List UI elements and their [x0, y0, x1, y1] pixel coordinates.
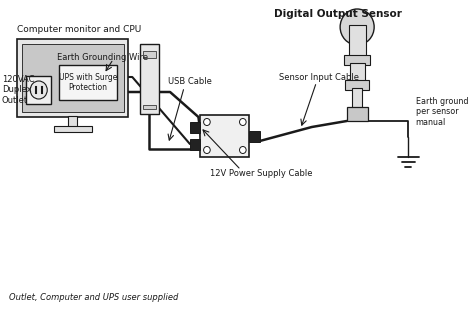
- Text: USB Cable: USB Cable: [168, 77, 212, 86]
- Bar: [345, 80, 369, 90]
- Bar: [349, 25, 365, 57]
- Text: 12V Power Supply Cable: 12V Power Supply Cable: [210, 169, 312, 178]
- Text: 120VAC
Duplex
Outlet: 120VAC Duplex Outlet: [2, 75, 35, 105]
- Text: UPS with Surge
Protection: UPS with Surge Protection: [59, 73, 117, 92]
- Bar: [143, 51, 156, 58]
- Circle shape: [239, 147, 246, 154]
- Text: Earth Grounding Wire: Earth Grounding Wire: [57, 52, 148, 61]
- Circle shape: [340, 9, 374, 45]
- Circle shape: [30, 81, 47, 99]
- Text: Earth ground
per sensor
manual: Earth ground per sensor manual: [416, 97, 468, 127]
- Bar: [22, 44, 124, 112]
- Text: Outlet, Computer and UPS user supplied: Outlet, Computer and UPS user supplied: [9, 294, 179, 303]
- Circle shape: [239, 119, 246, 125]
- Bar: [353, 88, 362, 109]
- Text: Computer monitor and CPU: Computer monitor and CPU: [17, 25, 141, 33]
- Circle shape: [204, 147, 210, 154]
- Bar: [344, 55, 370, 65]
- Bar: [190, 139, 201, 150]
- Bar: [54, 126, 91, 132]
- Text: Sensor Input Cable: Sensor Input Cable: [279, 72, 359, 81]
- Bar: [140, 44, 159, 114]
- Bar: [201, 115, 249, 157]
- Bar: [17, 39, 128, 117]
- Bar: [347, 107, 367, 121]
- Circle shape: [204, 119, 210, 125]
- Bar: [350, 63, 365, 82]
- Bar: [190, 122, 201, 133]
- Text: Digital Output Sensor: Digital Output Sensor: [274, 9, 402, 19]
- Bar: [143, 105, 156, 109]
- Bar: [68, 116, 77, 127]
- Bar: [249, 131, 260, 142]
- Bar: [59, 65, 117, 100]
- Bar: [27, 76, 51, 104]
